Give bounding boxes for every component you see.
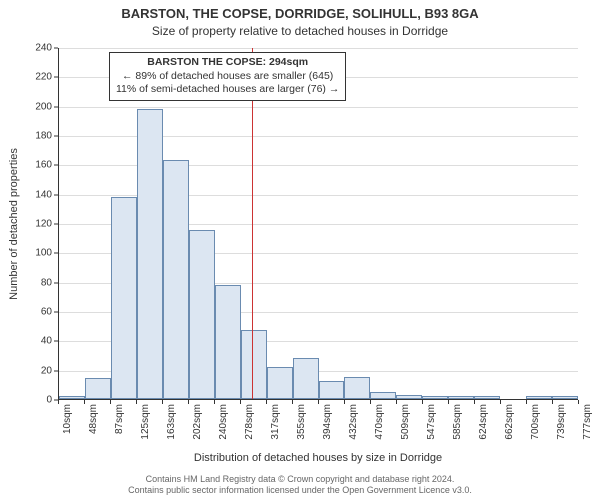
x-tick-label: 278sqm [244, 404, 255, 440]
x-tick-label: 432sqm [348, 404, 359, 440]
x-tick-label: 394sqm [322, 404, 333, 440]
y-tick-label: 20 [41, 365, 52, 376]
y-tick-label: 180 [35, 131, 52, 142]
y-tick-label: 40 [41, 336, 52, 347]
x-tick-label: 48sqm [88, 404, 99, 434]
x-tick-label: 10sqm [62, 404, 73, 434]
histogram-bar [396, 395, 422, 399]
x-tick-label: 624sqm [478, 404, 489, 440]
x-tick-label: 662sqm [504, 404, 515, 440]
y-tick-label: 60 [41, 307, 52, 318]
histogram-bar [319, 381, 345, 399]
x-tick-label: 777sqm [582, 404, 593, 440]
histogram-bar [448, 396, 474, 399]
y-tick-label: 100 [35, 248, 52, 259]
x-tick-label: 317sqm [270, 404, 281, 440]
x-tick-label: 87sqm [114, 404, 125, 434]
x-tick-label: 509sqm [400, 404, 411, 440]
x-tick-label: 470sqm [374, 404, 385, 440]
histogram-bar [111, 197, 137, 399]
histogram-bar [344, 377, 370, 399]
y-tick-label: 160 [35, 160, 52, 171]
annotation-left-text: ← 89% of detached houses are smaller (64… [116, 70, 339, 84]
x-tick-label: 585sqm [452, 404, 463, 440]
y-tick-label: 220 [35, 72, 52, 83]
footer-attribution: Contains HM Land Registry data © Crown c… [0, 474, 600, 496]
histogram-bar [422, 396, 448, 399]
x-axis-label: Distribution of detached houses by size … [58, 452, 578, 464]
histogram-bar [267, 367, 293, 399]
histogram-bar [552, 396, 578, 399]
chart-title-line1: BARSTON, THE COPSE, DORRIDGE, SOLIHULL, … [0, 6, 600, 21]
plot-area: BARSTON THE COPSE: 294sqm ← 89% of detac… [58, 48, 578, 400]
x-axis: 10sqm 48sqm 87sqm 125sqm 163sqm 202sqm 240sqm 2… [58, 400, 578, 450]
y-tick-label: 80 [41, 277, 52, 288]
x-tick-label: 739sqm [556, 404, 567, 440]
x-tick-label: 240sqm [218, 404, 229, 440]
histogram-bar [163, 160, 189, 399]
histogram-bar [215, 285, 241, 399]
histogram-bar [474, 396, 500, 399]
annotation-box: BARSTON THE COPSE: 294sqm ← 89% of detac… [109, 52, 346, 101]
y-tick-label: 140 [35, 189, 52, 200]
y-tick-label: 200 [35, 101, 52, 112]
y-axis: 020406080100120140160180200220240 [0, 48, 58, 400]
y-tick-label: 240 [35, 43, 52, 54]
x-tick-label: 125sqm [140, 404, 151, 440]
histogram-bar [526, 396, 552, 399]
chart-title-line2: Size of property relative to detached ho… [0, 24, 600, 38]
histogram-bar [241, 330, 267, 399]
x-tick-label: 202sqm [192, 404, 203, 440]
histogram-bar [293, 358, 319, 399]
footer-line2: Contains public sector information licen… [0, 485, 600, 496]
chart-container: BARSTON, THE COPSE, DORRIDGE, SOLIHULL, … [0, 0, 600, 500]
histogram-bar [137, 109, 163, 399]
histogram-bar [189, 230, 215, 399]
annotation-title: BARSTON THE COPSE: 294sqm [116, 56, 339, 70]
y-tick-label: 120 [35, 219, 52, 230]
y-tick-label: 0 [46, 395, 52, 406]
histogram-bar [59, 396, 85, 399]
x-tick-label: 163sqm [166, 404, 177, 440]
annotation-right-text: 11% of semi-detached houses are larger (… [116, 83, 339, 97]
histogram-bar [85, 378, 111, 399]
histogram-bar [370, 392, 396, 399]
x-tick-label: 355sqm [296, 404, 307, 440]
footer-line1: Contains HM Land Registry data © Crown c… [0, 474, 600, 485]
x-tick-label: 700sqm [530, 404, 541, 440]
x-tick-label: 547sqm [426, 404, 437, 440]
